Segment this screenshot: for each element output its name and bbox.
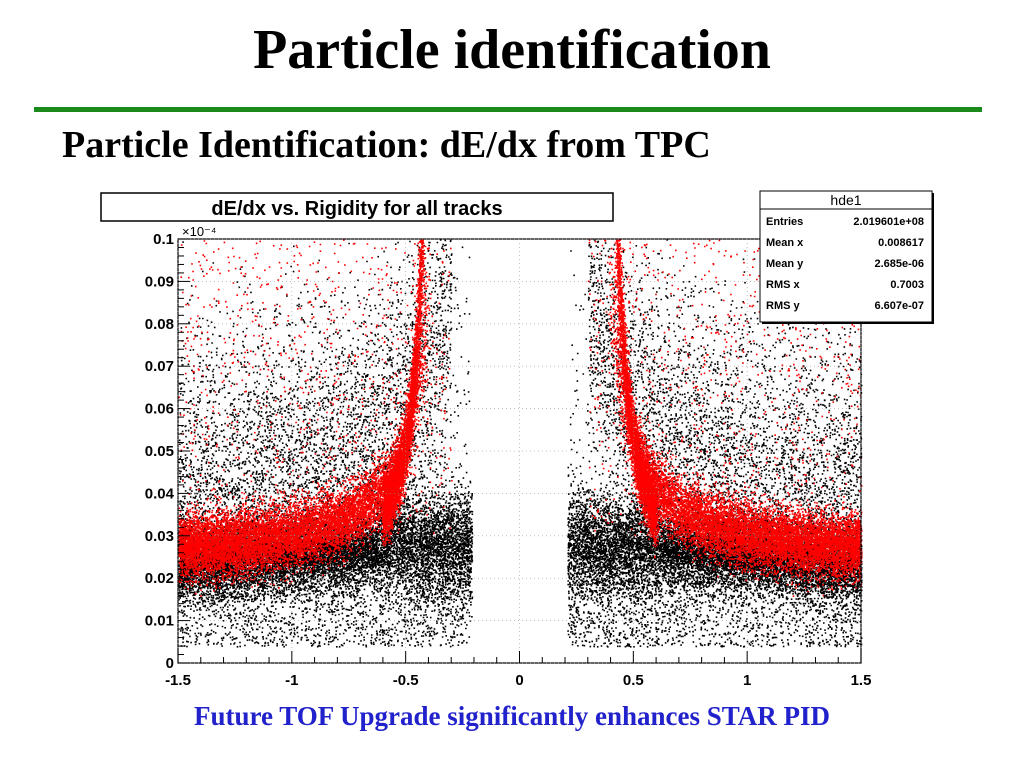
y-exponent-label: ×10⁻⁴ — [182, 224, 217, 239]
stats-box: hde1 Entries 2.019601e+08 Mean x 0.008617 Mea… — [759, 190, 934, 324]
y-tick-label: 0.03 — [145, 528, 174, 545]
y-tick-label: 0.04 — [145, 485, 175, 502]
stats-row-value: 2.019601e+08 — [853, 216, 924, 228]
y-tick-label: 0.01 — [145, 613, 174, 630]
y-tick-label: 0.02 — [145, 570, 174, 587]
x-tick-label: -1.5 — [165, 672, 191, 689]
chart-title: dE/dx vs. Rigidity for all tracks — [211, 198, 502, 220]
stats-row-value: 0.7003 — [890, 279, 924, 291]
stats-row-label: Mean y — [766, 258, 804, 270]
y-tick-label: 0.08 — [145, 316, 174, 333]
y-tick-label: 0.09 — [145, 273, 174, 290]
y-tick-label: 0.1 — [153, 231, 174, 248]
stats-row-value: 2.685e-06 — [874, 258, 924, 270]
y-tick-label: 0.06 — [145, 401, 174, 418]
stats-row-label: Mean x — [766, 237, 804, 249]
stats-box-name: hde1 — [830, 192, 861, 208]
title-divider — [34, 107, 982, 112]
y-tick-label: 0.05 — [145, 443, 174, 460]
slide-subtitle: Particle Identification: dE/dx from TPC — [62, 124, 711, 166]
x-tick-label: -0.5 — [393, 672, 419, 689]
y-tick-label: 0.07 — [145, 358, 174, 375]
x-tick-label: 0 — [515, 672, 523, 689]
x-tick-label: 0.5 — [623, 672, 644, 689]
stats-row-label: Entries — [766, 216, 803, 228]
chart-title-frame — [100, 192, 614, 222]
x-tick-label: -1 — [285, 672, 298, 689]
chart-title-box: dE/dx vs. Rigidity for all tracks — [100, 192, 614, 222]
axes-layer: -1.5 -1 -0.5 0 0.5 1 1.5 0 0.01 0.02 0.03 0.04 0.05 0… — [145, 231, 872, 689]
stats-row-label: RMS y — [766, 300, 801, 312]
x-tick-label: 1.5 — [851, 672, 872, 689]
footer-note: Future TOF Upgrade significantly enhance… — [193, 701, 831, 731]
slide-title: Particle identification — [253, 19, 771, 81]
stats-row-value: 0.008617 — [878, 237, 924, 249]
red-track-points — [178, 239, 863, 597]
stats-row-label: RMS x — [766, 279, 801, 291]
y-tick-label: 0 — [166, 655, 174, 672]
scatter-points-layer — [178, 239, 863, 648]
x-tick-label: 1 — [743, 672, 751, 689]
stats-box-frame — [759, 190, 933, 323]
stats-row-value: 6.607e-07 — [874, 300, 924, 312]
